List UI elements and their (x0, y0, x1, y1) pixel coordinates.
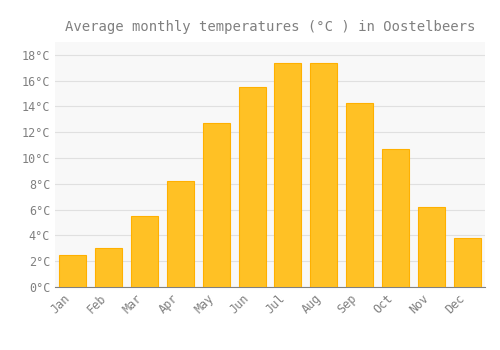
Bar (238, 87, 266, 287)
Bar (418, 207, 444, 287)
Bar (274, 63, 301, 287)
Bar (346, 103, 373, 287)
Bar (454, 238, 480, 287)
Bar (96, 248, 122, 287)
Bar (167, 181, 194, 287)
Bar (310, 63, 337, 287)
Bar (203, 123, 230, 287)
Bar (131, 216, 158, 287)
Title: Average monthly temperatures (°C ) in Oostelbeers: Average monthly temperatures (°C ) in Oo… (65, 20, 475, 34)
Bar (60, 255, 86, 287)
Bar (382, 149, 409, 287)
